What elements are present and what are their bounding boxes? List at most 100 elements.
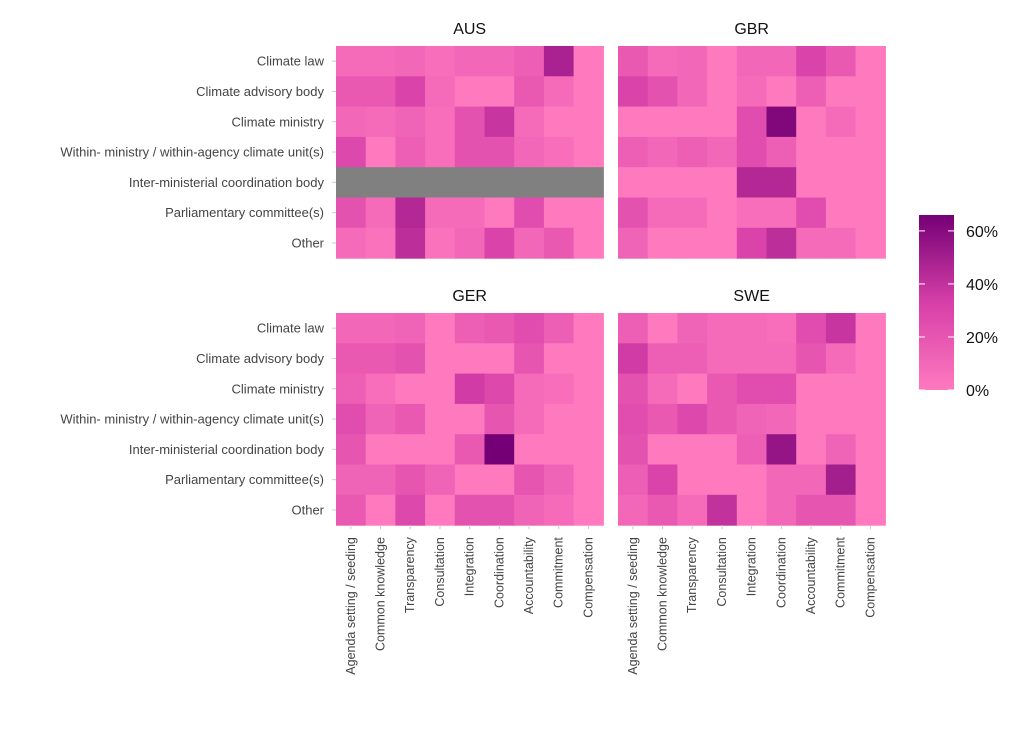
heatmap-cell bbox=[336, 136, 367, 168]
heatmap-cell bbox=[647, 46, 678, 77]
heatmap-cell bbox=[825, 136, 857, 168]
column-label: Commitment bbox=[834, 537, 848, 608]
heatmap-cell bbox=[796, 136, 827, 168]
heatmap-cell bbox=[425, 464, 456, 496]
heatmap-cell bbox=[395, 464, 426, 496]
heatmap-cell bbox=[484, 46, 515, 77]
heatmap-cell bbox=[514, 197, 545, 229]
heatmap-cell bbox=[825, 76, 857, 108]
heatmap-cell bbox=[573, 313, 604, 344]
heatmap-cell bbox=[618, 494, 649, 526]
row-label: Climate law bbox=[257, 321, 325, 336]
column-label: Integration bbox=[745, 537, 759, 596]
heatmap-cell bbox=[825, 106, 857, 138]
panel-title: AUS bbox=[453, 21, 486, 38]
heatmap-cell bbox=[825, 494, 857, 526]
heatmap-cell bbox=[736, 46, 768, 77]
heatmap-cell bbox=[454, 403, 486, 435]
heatmap-cell bbox=[514, 434, 545, 466]
heatmap-cell bbox=[365, 494, 396, 526]
heatmap-cell bbox=[336, 227, 367, 259]
heatmap-cell bbox=[736, 106, 768, 138]
heatmap-cell bbox=[736, 197, 768, 229]
heatmap-cell bbox=[454, 46, 486, 77]
heatmap-cell bbox=[336, 167, 367, 199]
heatmap-cell bbox=[395, 494, 426, 526]
column-label: Consultation bbox=[433, 537, 447, 607]
heatmap-cell bbox=[365, 434, 396, 466]
heatmap-cell bbox=[336, 76, 367, 108]
heatmap-cell bbox=[365, 46, 396, 77]
heatmap-cell bbox=[825, 343, 857, 375]
heatmap-cell bbox=[796, 197, 827, 229]
heatmap-cell bbox=[766, 403, 797, 435]
row-label: Climate advisory body bbox=[196, 84, 324, 99]
heatmap-cell bbox=[395, 136, 426, 168]
heatmap-cell bbox=[573, 76, 604, 108]
panel-title: GBR bbox=[734, 21, 769, 38]
heatmap-cell bbox=[707, 373, 738, 405]
heatmap-cell bbox=[855, 373, 886, 405]
heatmap-cell bbox=[647, 167, 678, 199]
heatmap-cell bbox=[425, 403, 456, 435]
row-label: Other bbox=[291, 235, 324, 250]
row-label: Climate ministry bbox=[232, 114, 325, 129]
row-label: Within- ministry / within-agency climate… bbox=[60, 412, 324, 427]
heatmap-cell bbox=[855, 46, 886, 77]
heatmap-cell bbox=[825, 464, 857, 496]
heatmap-cell bbox=[855, 313, 886, 344]
heatmap-cell bbox=[395, 106, 426, 138]
heatmap-cell bbox=[796, 106, 827, 138]
heatmap-cell bbox=[766, 167, 797, 199]
heatmap-cell bbox=[707, 76, 738, 108]
heatmap-cell bbox=[484, 373, 515, 405]
heatmap-cell bbox=[514, 313, 545, 344]
heatmap-cell bbox=[766, 434, 797, 466]
heatmap-cell bbox=[736, 313, 768, 344]
panel-ger: GER bbox=[332, 288, 604, 530]
heatmap-cell bbox=[855, 136, 886, 168]
heatmap-cell bbox=[677, 136, 708, 168]
heatmap-cell bbox=[425, 167, 456, 199]
heatmap-cell bbox=[796, 313, 827, 344]
heatmap-cell bbox=[514, 106, 545, 138]
heatmap-cell bbox=[855, 227, 886, 259]
heatmap-cell bbox=[573, 46, 604, 77]
heatmap-cell bbox=[855, 403, 886, 435]
heatmap-cell bbox=[336, 46, 367, 77]
heatmap-cell bbox=[454, 343, 486, 375]
column-label: Common knowledge bbox=[656, 537, 670, 651]
heatmap-cell bbox=[425, 343, 456, 375]
heatmap-cell bbox=[543, 197, 575, 229]
heatmap-cell bbox=[618, 434, 649, 466]
heatmap-cell bbox=[365, 227, 396, 259]
heatmap-cell bbox=[573, 106, 604, 138]
row-label: Within- ministry / within-agency climate… bbox=[60, 145, 324, 160]
heatmap-cell bbox=[855, 464, 886, 496]
heatmap-cell bbox=[365, 76, 396, 108]
heatmap-cell bbox=[543, 46, 575, 77]
heatmap-cell bbox=[796, 46, 827, 77]
column-label: Agenda setting / seeding bbox=[344, 537, 358, 675]
heatmap-cell bbox=[395, 403, 426, 435]
heatmap-cell bbox=[796, 494, 827, 526]
heatmap-cell bbox=[707, 434, 738, 466]
heatmap-cell bbox=[825, 313, 857, 344]
heatmap-cell bbox=[395, 197, 426, 229]
row-label: Climate ministry bbox=[232, 381, 325, 396]
heatmap-cell bbox=[454, 136, 486, 168]
heatmap-cell bbox=[796, 373, 827, 405]
row-label: Inter-ministerial coordination body bbox=[129, 442, 325, 457]
heatmap-cell bbox=[425, 197, 456, 229]
heatmap-cell bbox=[514, 373, 545, 405]
heatmap-cell bbox=[825, 46, 857, 77]
heatmap-cell bbox=[336, 313, 367, 344]
heatmap-cell bbox=[825, 434, 857, 466]
heatmap-cell bbox=[618, 373, 649, 405]
heatmap-cell bbox=[484, 106, 515, 138]
row-label: Climate law bbox=[257, 54, 325, 69]
heatmap-cell bbox=[618, 313, 649, 344]
heatmap-cell bbox=[855, 434, 886, 466]
heatmap-cell bbox=[766, 494, 797, 526]
